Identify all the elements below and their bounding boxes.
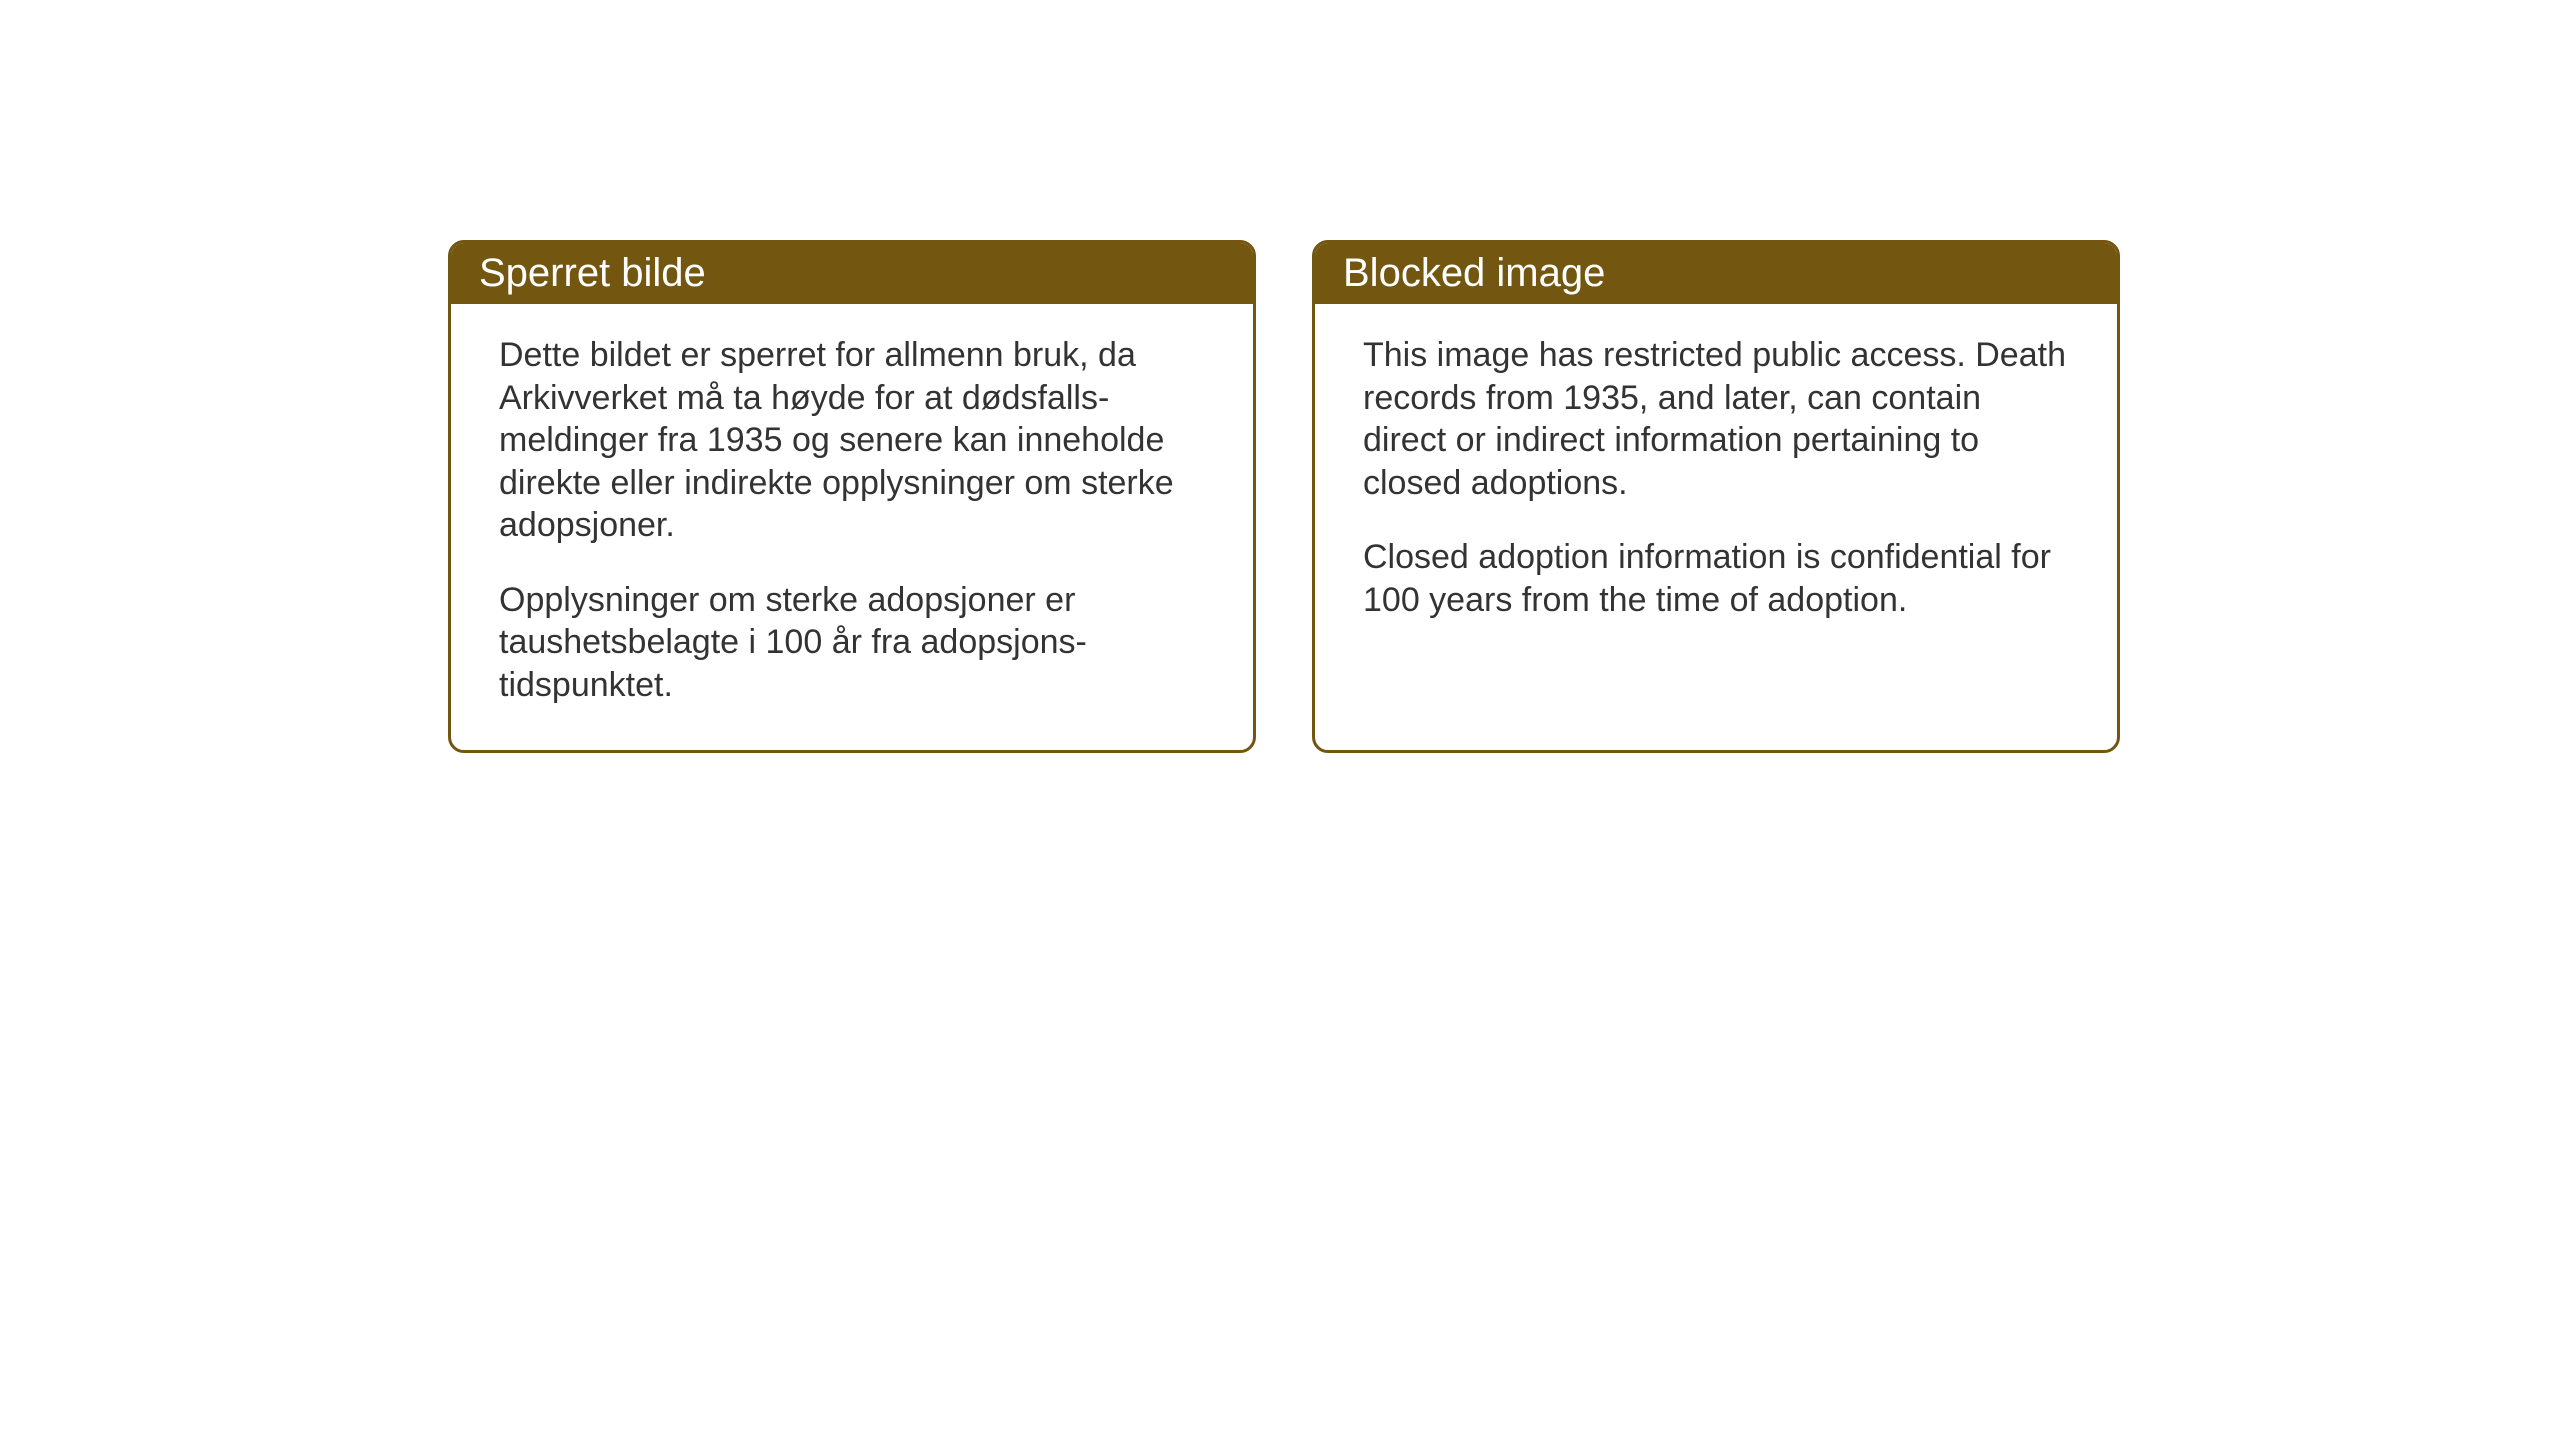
card-english-paragraph1: This image has restricted public access.… <box>1363 334 2069 504</box>
card-norwegian-header: Sperret bilde <box>451 243 1253 304</box>
card-english-header: Blocked image <box>1315 243 2117 304</box>
card-norwegian-title: Sperret bilde <box>479 251 706 295</box>
card-english-title: Blocked image <box>1343 251 1605 295</box>
card-norwegian-paragraph2: Opplysninger om sterke adopsjoner er tau… <box>499 579 1205 707</box>
card-english-body: This image has restricted public access.… <box>1315 304 2117 665</box>
card-norwegian: Sperret bilde Dette bildet er sperret fo… <box>448 240 1256 753</box>
card-english: Blocked image This image has restricted … <box>1312 240 2120 753</box>
card-english-paragraph2: Closed adoption information is confident… <box>1363 536 2069 621</box>
card-norwegian-body: Dette bildet er sperret for allmenn bruk… <box>451 304 1253 750</box>
card-norwegian-paragraph1: Dette bildet er sperret for allmenn bruk… <box>499 334 1205 547</box>
cards-container: Sperret bilde Dette bildet er sperret fo… <box>448 240 2120 753</box>
